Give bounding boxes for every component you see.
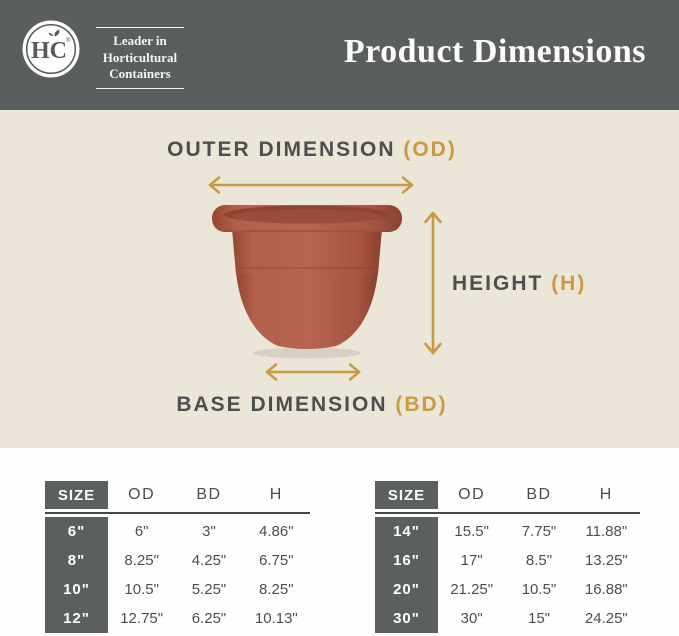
logo-tagline: Leader in Horticultural Containers [96,27,184,89]
h-value: 6.75" [259,552,294,569]
header-banner: HC ® Leader in Horticultural Containers … [0,0,679,110]
size-tables-section: SIZE OD BD H 6" 6" 3" 4.86" 8" 8.25" 4.2… [0,448,679,636]
page-title: Product Dimensions [343,33,646,70]
h-value: 8.25" [259,581,294,598]
size-value: 10" [45,575,108,604]
table-header-row: SIZE OD BD H [375,481,640,509]
bd-arrow-icon [265,363,361,381]
table-divider [45,512,310,514]
table-header-bd: BD [196,486,222,503]
od-value: 17" [460,552,483,569]
size-value: 16" [375,546,438,575]
table-header-h: H [269,486,283,503]
table-row: 10" 10.5" 5.25" 8.25" [45,575,310,604]
tagline-line: Leader in [113,33,167,48]
bd-value: 8.5" [525,552,553,569]
table-header-od: OD [128,486,156,503]
h-value: 11.88" [585,523,628,540]
size-table-large: SIZE OD BD H 14" 15.5" 7.75" 11.88" 16" … [375,481,640,636]
h-value: 16.88" [584,581,628,598]
od-arrow-icon [208,176,414,194]
table-header-od: OD [458,486,486,503]
logo-monogram: HC [31,38,67,64]
h-value: 13.25" [584,552,628,569]
h-value: 24.25" [584,610,628,627]
height-arrow-icon [424,211,442,355]
registered-mark: ® [66,37,71,44]
bd-value: 5.25" [191,581,227,598]
table-row: 6" 6" 3" 4.86" [45,517,310,546]
leaf-icon [48,32,54,37]
tagline-line: Containers [109,66,171,82]
base-dimension-label: BASE DIMENSION (BD) [176,393,448,416]
bd-value: 3" [202,523,216,540]
table-header-row: SIZE OD BD H [45,481,310,509]
h-abbr: (H) [551,272,587,295]
bd-value: 15" [527,610,550,627]
dimension-diagram: OUTER DIMENSION (OD) [0,110,679,448]
size-value: 30" [375,604,438,633]
od-value: 6" [134,523,149,540]
size-value: 6" [45,517,108,546]
table-row: 16" 17" 8.5" 13.25" [375,546,640,575]
table-header-bd: BD [526,486,552,503]
od-value: 15.5" [454,523,489,540]
h-value: 4.86" [259,523,294,540]
table-row: 12" 12.75" 6.25" 10.13" [45,604,310,633]
od-abbr: (OD) [403,138,457,161]
outer-dimension-label: OUTER DIMENSION (OD) [167,138,457,161]
bd-value: 10.5" [521,581,557,598]
od-value: 10.5" [124,581,159,598]
bd-value: 6.25" [191,610,227,627]
od-value: 21.25" [450,581,494,598]
table-header-size: SIZE [45,481,108,509]
size-value: 20" [375,575,438,604]
size-value: 8" [45,546,108,575]
size-table-small: SIZE OD BD H 6" 6" 3" 4.86" 8" 8.25" 4.2… [45,481,310,636]
table-row: 8" 8.25" 4.25" 6.75" [45,546,310,575]
height-label: HEIGHT (H) [452,272,587,295]
size-value: 14" [375,517,438,546]
table-row: 14" 15.5" 7.75" 11.88" [375,517,640,546]
od-value: 12.75" [120,610,164,627]
od-value: 8.25" [124,552,159,569]
table-header-size: SIZE [375,481,438,509]
table-header-h: H [599,486,613,503]
flower-pot-illustration [212,205,402,359]
od-value: 30" [460,610,483,627]
bd-value: 4.25" [191,552,227,569]
table-row: 20" 21.25" 10.5" 16.88" [375,575,640,604]
leaf-icon [54,29,60,37]
size-value: 12" [45,604,108,633]
table-row: 30" 30" 15" 24.25" [375,604,640,633]
h-value: 10.13" [254,610,298,627]
tagline-line: Horticultural [102,49,178,65]
table-divider [375,512,640,514]
bd-value: 7.75" [521,523,557,540]
hc-logo-icon: HC ® [22,20,80,78]
bd-abbr: (BD) [395,393,448,416]
